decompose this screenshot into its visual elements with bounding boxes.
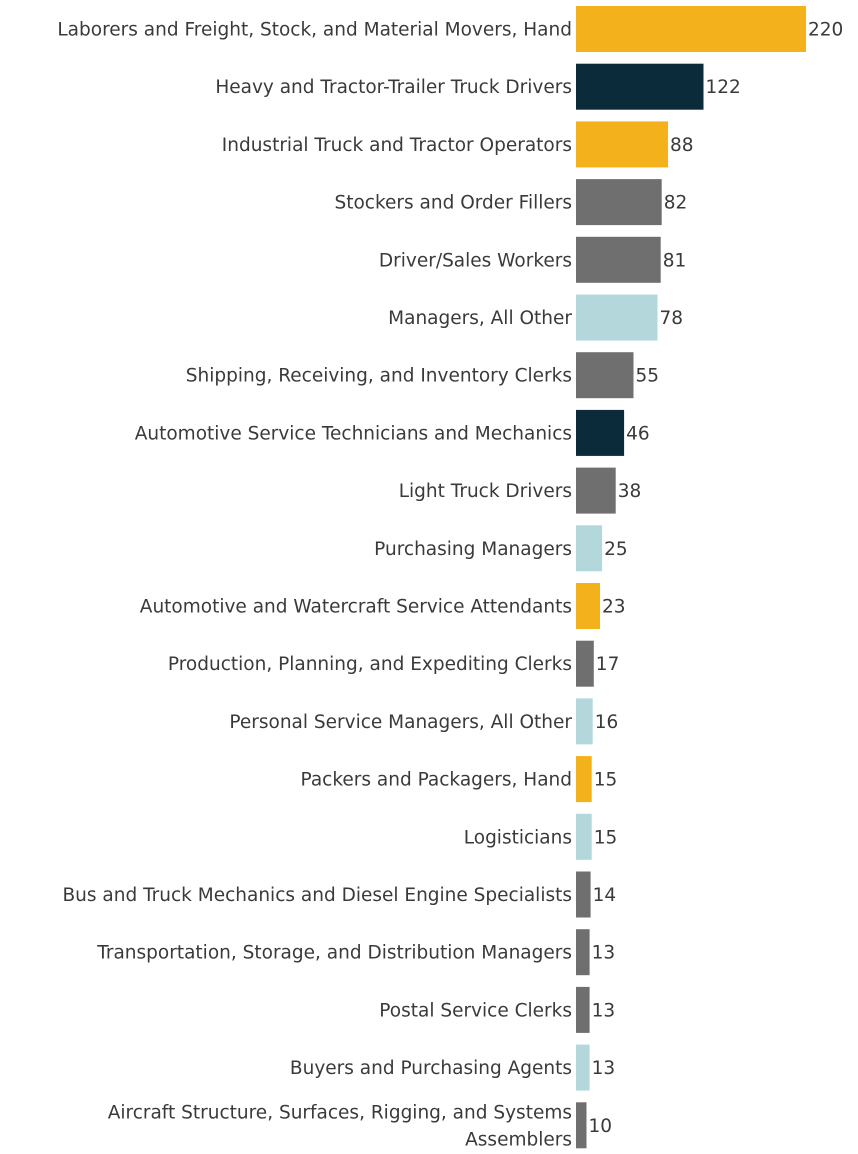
- value-label-19: 13: [592, 1058, 616, 1079]
- bar-4: [576, 179, 662, 226]
- category-label-17: Transportation, Storage, and Distributio…: [96, 943, 572, 964]
- category-label-18: Postal Service Clerks: [379, 1000, 572, 1021]
- category-label-14: Packers and Packagers, Hand: [301, 770, 572, 791]
- value-label-3: 88: [670, 135, 694, 156]
- value-label-17: 13: [592, 943, 616, 964]
- value-label-1: 220: [808, 20, 843, 41]
- category-label-11: Automotive and Watercraft Service Attend…: [140, 597, 572, 618]
- bar-15: [576, 813, 592, 860]
- value-label-20: 10: [589, 1116, 613, 1137]
- bar-20: [576, 1102, 587, 1149]
- value-label-18: 13: [592, 1000, 616, 1021]
- value-label-9: 38: [618, 481, 642, 502]
- bar-8: [576, 409, 625, 456]
- value-label-4: 82: [664, 193, 688, 214]
- bar-10: [576, 525, 603, 572]
- category-label-10: Purchasing Managers: [374, 539, 572, 560]
- category-label-5: Driver/Sales Workers: [379, 250, 572, 271]
- bar-2: [576, 63, 704, 110]
- value-label-5: 81: [663, 250, 687, 271]
- category-label-13: Personal Service Managers, All Other: [229, 712, 572, 733]
- category-label-2: Heavy and Tractor-Trailer Truck Drivers: [215, 77, 572, 98]
- bar-6: [576, 294, 658, 341]
- bar-18: [576, 986, 590, 1033]
- bar-12: [576, 640, 594, 687]
- category-label-1: Laborers and Freight, Stock, and Materia…: [57, 20, 572, 41]
- category-label-9: Light Truck Drivers: [399, 481, 572, 502]
- category-label-20: Aircraft Structure, Surfaces, Rigging, a…: [108, 1102, 572, 1150]
- value-label-7: 55: [636, 366, 660, 387]
- value-label-15: 15: [594, 827, 618, 848]
- category-label-4: Stockers and Order Fillers: [334, 193, 572, 214]
- value-label-10: 25: [604, 539, 628, 560]
- bar-1: [576, 6, 806, 52]
- category-label-6: Managers, All Other: [388, 308, 572, 329]
- category-label-7: Shipping, Receiving, and Inventory Clerk…: [186, 366, 572, 387]
- bar-14: [576, 756, 592, 803]
- category-label-12: Production, Planning, and Expediting Cle…: [168, 654, 572, 675]
- value-label-13: 16: [595, 712, 619, 733]
- category-label-19: Buyers and Purchasing Agents: [290, 1058, 572, 1079]
- bar-16: [576, 871, 591, 918]
- bar-9: [576, 467, 616, 514]
- value-label-2: 122: [706, 77, 741, 98]
- bar-13: [576, 698, 593, 745]
- category-label-15: Logisticians: [464, 827, 572, 848]
- category-label-3: Industrial Truck and Tractor Operators: [222, 135, 572, 156]
- bar-17: [576, 929, 590, 976]
- bar-19: [576, 1044, 590, 1091]
- category-label-16: Bus and Truck Mechanics and Diesel Engin…: [62, 885, 572, 906]
- value-label-6: 78: [660, 308, 684, 329]
- value-label-14: 15: [594, 770, 618, 791]
- bar-11: [576, 583, 600, 629]
- value-label-11: 23: [602, 597, 626, 618]
- category-label-8: Automotive Service Technicians and Mecha…: [135, 423, 572, 444]
- bar-5: [576, 236, 661, 283]
- value-label-16: 14: [593, 885, 617, 906]
- value-label-12: 17: [596, 654, 620, 675]
- bar-3: [576, 121, 668, 168]
- value-label-8: 46: [626, 423, 650, 444]
- bar-7: [576, 352, 634, 399]
